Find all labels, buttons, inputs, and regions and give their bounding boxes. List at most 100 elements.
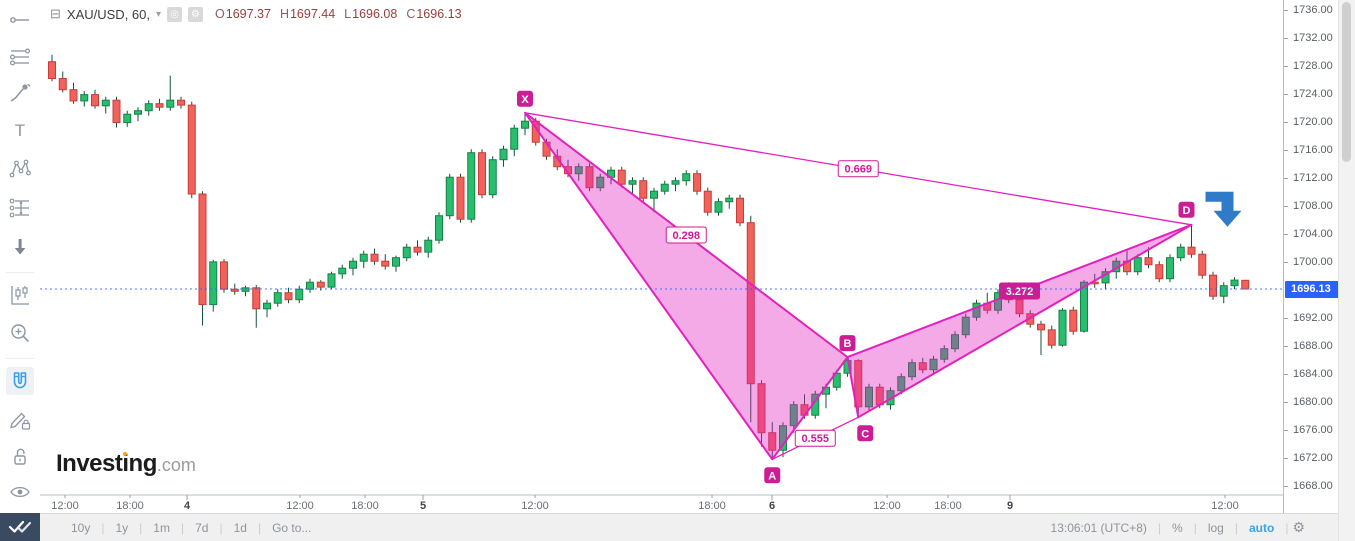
svg-text:3.272: 3.272 bbox=[1006, 286, 1034, 298]
range-button-1m[interactable]: 1m bbox=[153, 520, 170, 535]
percent-scale-button[interactable]: % bbox=[1172, 520, 1183, 535]
chart-bottom-toolbar: 10y | 1y | 1m | 7d | 1d | Go to... 13:06:01 (UTC… bbox=[40, 513, 1339, 541]
svg-text:X: X bbox=[521, 94, 529, 106]
symbol-title[interactable]: XAU/USD, 60, bbox=[66, 6, 150, 22]
price-tick-label: 1716.00 bbox=[1293, 143, 1333, 156]
gear-icon[interactable]: ⚙ bbox=[1292, 519, 1305, 535]
svg-text:B: B bbox=[844, 338, 852, 350]
forecast-position-tool[interactable] bbox=[6, 194, 34, 222]
chevron-down-icon[interactable]: ▾ bbox=[156, 8, 162, 20]
clock-label: 13:06:01 (UTC+8) bbox=[1050, 520, 1147, 535]
bars-pattern-tool[interactable] bbox=[6, 281, 34, 309]
price-tick-label: 1668.00 bbox=[1293, 479, 1333, 492]
pattern-point-X[interactable]: X bbox=[517, 90, 533, 107]
time-tick-label: 18:00 bbox=[698, 500, 726, 512]
price-tick-label: 1732.00 bbox=[1293, 31, 1333, 44]
eye-icon bbox=[10, 487, 30, 497]
ratio-label-AC: 0.555 bbox=[794, 429, 836, 447]
ohlc-l: L1696.08 bbox=[344, 7, 398, 21]
auto-scale-button[interactable]: auto bbox=[1248, 520, 1275, 535]
pattern-point-B[interactable]: B bbox=[839, 335, 856, 352]
range-button-1d[interactable]: 1d bbox=[233, 520, 247, 535]
time-tick-label: 9 bbox=[1007, 500, 1013, 512]
price-tick-label: 1700.00 bbox=[1293, 255, 1333, 268]
svg-text:T: T bbox=[15, 121, 25, 140]
double-check-icon bbox=[8, 520, 32, 533]
unlocked-padlock-icon bbox=[14, 448, 26, 465]
eye-toggle-button[interactable]: ◎ bbox=[167, 6, 183, 22]
time-tick-label: 18:00 bbox=[116, 500, 144, 512]
price-tick-mark bbox=[1284, 205, 1288, 207]
goto-button[interactable]: Go to... bbox=[272, 520, 312, 535]
page-scrollbar[interactable] bbox=[1338, 0, 1355, 541]
price-tick-mark bbox=[1284, 485, 1288, 487]
price-tick-label: 1688.00 bbox=[1293, 339, 1333, 352]
hide-all-drawings-tool[interactable] bbox=[6, 478, 34, 506]
price-tick-label: 1680.00 bbox=[1293, 395, 1333, 408]
range-button-1y[interactable]: 1y bbox=[115, 520, 129, 535]
time-tick-label: 12:00 bbox=[873, 500, 901, 512]
ohlc-values: O1697.37 H1697.44 L1696.08 C1696.13 bbox=[215, 7, 462, 21]
time-axis[interactable]: 12:00 18:00 4 12:00 18:00 5 12:00 18:00 6 12:00 18… bbox=[40, 494, 1283, 512]
text-tool[interactable]: T bbox=[6, 117, 34, 145]
zoom-in-tool[interactable] bbox=[6, 319, 34, 347]
lock-all-drawings-tool[interactable] bbox=[6, 443, 34, 471]
time-tick-label: 4 bbox=[184, 500, 191, 512]
price-tick-label: 1728.00 bbox=[1293, 59, 1333, 72]
pattern-point-C[interactable]: C bbox=[857, 425, 874, 442]
log-scale-button[interactable]: log bbox=[1207, 520, 1224, 535]
fib-retracement-tool[interactable] bbox=[6, 43, 34, 71]
ohlc-h: H1697.44 bbox=[279, 7, 336, 21]
forecast-position-icon bbox=[9, 198, 29, 218]
arrow-down-annotation-icon[interactable] bbox=[1205, 191, 1242, 227]
price-tick-label: 1704.00 bbox=[1293, 227, 1333, 240]
range-button-7d[interactable]: 7d bbox=[195, 520, 209, 535]
price-tick-label: 1676.00 bbox=[1293, 423, 1333, 436]
brush-tool[interactable] bbox=[6, 79, 34, 107]
collapse-pane-icon[interactable]: ⊟ bbox=[50, 6, 61, 21]
price-tick-label: 1736.00 bbox=[1293, 3, 1333, 16]
series-settings-button[interactable]: ⚙ bbox=[188, 6, 204, 22]
pattern-point-D[interactable]: D bbox=[1178, 201, 1195, 218]
stay-in-drawing-mode-tool[interactable] bbox=[6, 406, 34, 434]
trend-line-tool[interactable] bbox=[6, 6, 34, 34]
arrow-mark-down-tool[interactable] bbox=[6, 232, 34, 260]
time-tick-label: 12:00 bbox=[286, 500, 314, 512]
svg-text:C: C bbox=[861, 428, 869, 440]
magnet-tool[interactable] bbox=[6, 367, 34, 395]
price-axis[interactable]: 1736.00 1732.00 1728.00 1724.00 1720.00 1716.… bbox=[1283, 0, 1343, 513]
price-tick-label: 1672.00 bbox=[1293, 451, 1333, 464]
brand-text: Investing bbox=[56, 450, 157, 477]
price-tick-mark bbox=[1284, 401, 1288, 403]
ohlc-c: C1696.13 bbox=[406, 7, 462, 21]
pencil-lock-icon bbox=[10, 412, 31, 430]
price-tick-mark bbox=[1284, 233, 1288, 235]
text-icon: T bbox=[15, 121, 25, 140]
price-tick-mark bbox=[1284, 457, 1288, 459]
svg-text:0.669: 0.669 bbox=[844, 164, 872, 176]
xabcd-pattern-icon bbox=[9, 159, 31, 178]
xabcd-pattern-tool[interactable] bbox=[6, 155, 34, 183]
last-price-badge: 1696.13 bbox=[1285, 280, 1343, 298]
svg-text:0.298: 0.298 bbox=[672, 230, 700, 242]
price-tick-mark bbox=[1284, 317, 1288, 319]
price-tick-mark bbox=[1284, 37, 1288, 39]
chart-pane[interactable]: X A B C D 0.298 0.555 3.272 0.669 12:00 18:00 4 12:… bbox=[40, 0, 1283, 513]
price-tick-mark bbox=[1284, 373, 1288, 375]
axis-settings-group: 13:06:01 (UTC+8) | % | log | auto | ⚙ bbox=[1040, 519, 1339, 536]
price-tick-label: 1712.00 bbox=[1293, 171, 1333, 184]
price-tick-mark bbox=[1284, 149, 1288, 151]
svg-text:0.555: 0.555 bbox=[801, 433, 829, 445]
price-tick-label: 1724.00 bbox=[1293, 87, 1333, 100]
object-tree-button[interactable] bbox=[0, 513, 40, 541]
ohlc-o: O1697.37 bbox=[215, 7, 271, 21]
price-tick-label: 1692.00 bbox=[1293, 311, 1333, 324]
magnet-icon bbox=[13, 372, 27, 389]
scrollbar-thumb[interactable] bbox=[1342, 2, 1351, 162]
svg-text:A: A bbox=[768, 470, 776, 482]
pattern-point-A[interactable]: A bbox=[764, 467, 781, 484]
range-button-10y[interactable]: 10y bbox=[71, 520, 91, 535]
xabcd-pattern-drawing[interactable]: X A B C D 0.298 0.555 3.272 0.669 bbox=[517, 90, 1242, 484]
time-tick-label: 5 bbox=[420, 500, 426, 512]
